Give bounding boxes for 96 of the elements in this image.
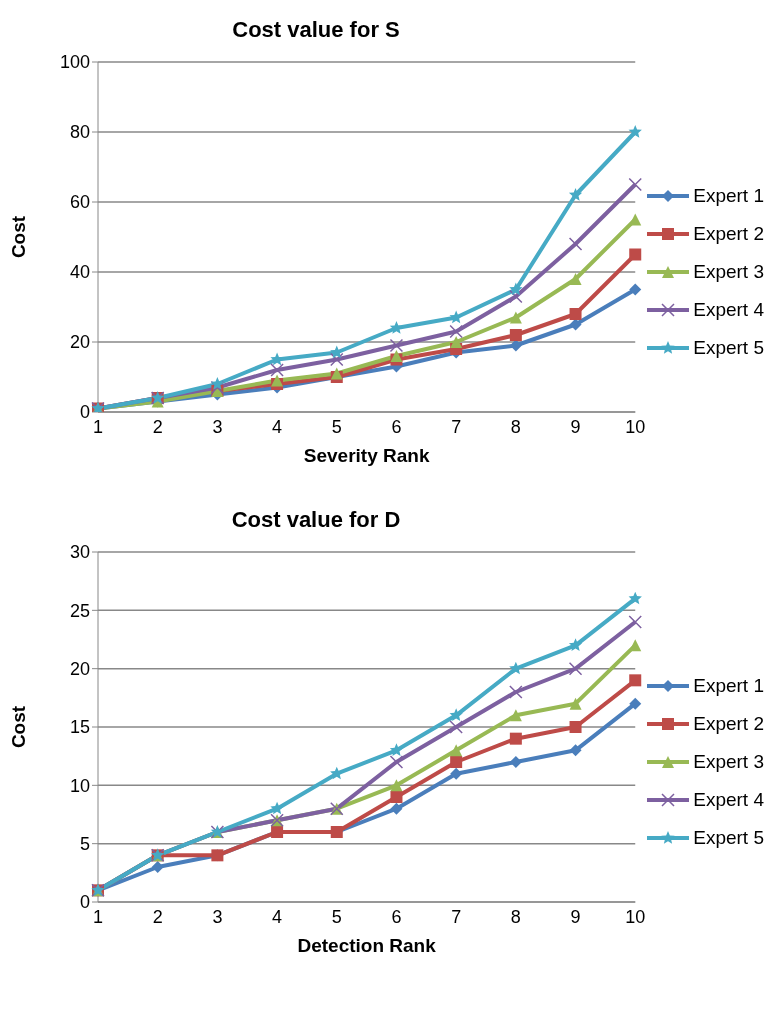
point	[629, 674, 642, 687]
x-tick-label: 7	[451, 906, 462, 927]
x-tick-label: 3	[212, 906, 223, 927]
point	[449, 720, 463, 734]
point	[450, 767, 463, 780]
point	[450, 744, 463, 757]
point	[569, 308, 582, 320]
point	[390, 779, 403, 792]
point	[509, 282, 523, 296]
point	[569, 273, 582, 285]
point	[568, 661, 583, 676]
point	[330, 367, 343, 380]
x-tick-label: 5	[331, 906, 342, 927]
point	[330, 345, 344, 359]
point	[151, 861, 164, 873]
point	[568, 188, 583, 201]
point	[509, 732, 522, 745]
point	[390, 350, 403, 362]
legend-label: Expert 2	[693, 223, 764, 245]
point	[390, 791, 403, 803]
x-tick-label: 9	[570, 416, 581, 437]
point	[389, 338, 404, 353]
chart-title: Cost value for D	[230, 506, 402, 534]
legend-label: Expert 3	[693, 751, 764, 773]
point	[569, 744, 582, 757]
x-tick-label: 10	[625, 416, 646, 437]
point	[568, 638, 583, 651]
x-tick-label: 8	[510, 416, 521, 437]
x-tick-label: 6	[391, 906, 402, 927]
point	[629, 248, 642, 261]
point	[270, 363, 284, 377]
point	[569, 697, 582, 710]
x-tick-label: 7	[451, 416, 462, 437]
point	[449, 324, 463, 339]
point	[390, 802, 403, 815]
point	[509, 709, 522, 722]
y-tick-label: 10	[69, 775, 90, 796]
x-tick-label: 10	[625, 906, 646, 927]
point	[509, 311, 522, 324]
y-tick-label: 30	[69, 542, 90, 563]
point	[450, 336, 463, 348]
y-tick-label: 20	[69, 659, 90, 680]
x-tick-label: 9	[570, 906, 581, 927]
x-tick-label: 3	[212, 416, 223, 437]
legend-label: Expert 1	[693, 185, 764, 207]
point	[509, 685, 523, 699]
point	[628, 125, 642, 138]
x-tick-label: 2	[152, 906, 163, 927]
legend-label: Expert 2	[693, 713, 764, 735]
legend-label: Expert 5	[693, 337, 764, 359]
x-tick-label: 4	[272, 906, 283, 927]
y-axis-title: Cost	[7, 215, 29, 259]
point	[389, 743, 404, 756]
point	[450, 756, 463, 768]
point	[628, 591, 642, 605]
point	[210, 377, 225, 390]
legend-label: Expert 3	[693, 261, 764, 283]
y-tick-label: 25	[69, 600, 90, 621]
point	[449, 708, 463, 721]
x-tick-label: 1	[92, 906, 104, 927]
chart-title: Cost value for S	[231, 16, 401, 44]
legend-label: Expert 4	[693, 789, 764, 811]
y-tick-label: 0	[79, 402, 90, 423]
legend-label: Expert 4	[693, 299, 764, 321]
point	[271, 374, 284, 387]
point	[270, 801, 284, 815]
y-tick-label: 60	[69, 192, 90, 213]
point	[509, 329, 522, 341]
y-tick-label: 0	[79, 892, 90, 913]
y-tick-label: 20	[69, 332, 90, 353]
legend-label: Expert 1	[693, 675, 764, 697]
x-tick-label: 8	[510, 906, 521, 927]
point	[210, 380, 225, 395]
point	[628, 615, 642, 629]
point	[629, 283, 642, 296]
y-tick-label: 40	[69, 262, 90, 283]
point	[330, 352, 344, 367]
legend-label: Expert 5	[693, 827, 764, 849]
point	[509, 289, 523, 304]
point	[569, 721, 582, 733]
x-tick-label: 2	[152, 416, 163, 437]
point	[389, 755, 404, 769]
point	[628, 177, 642, 192]
x-axis-title: Severity Rank	[303, 445, 430, 466]
x-tick-label: 4	[272, 416, 283, 437]
point	[629, 697, 642, 710]
point	[449, 310, 463, 324]
x-tick-label: 5	[331, 416, 342, 437]
x-tick-label: 1	[92, 416, 104, 437]
x-axis-title: Detection Rank	[297, 935, 437, 956]
y-tick-label: 100	[59, 52, 90, 73]
y-tick-label: 80	[69, 122, 90, 143]
y-tick-label: 15	[69, 717, 90, 738]
x-tick-label: 6	[391, 416, 402, 437]
y-tick-label: 5	[79, 834, 90, 855]
y-axis-title: Cost	[7, 705, 29, 749]
